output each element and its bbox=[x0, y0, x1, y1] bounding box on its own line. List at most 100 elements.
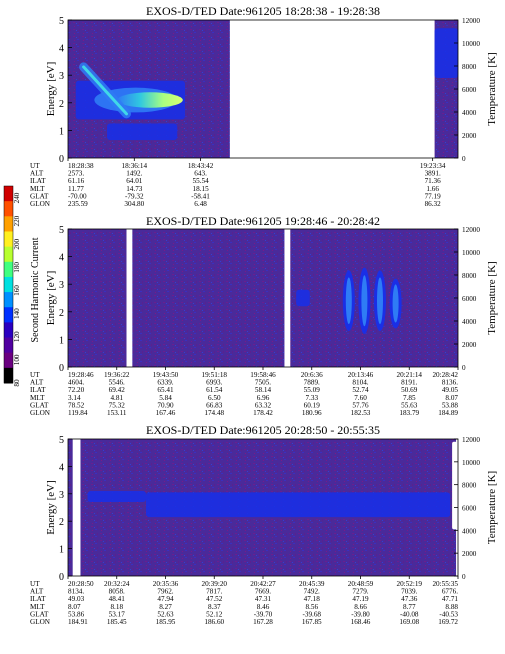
table-cell: 6993. bbox=[206, 379, 222, 387]
y-tick-label: 4 bbox=[59, 44, 64, 55]
table-cell: 184.91 bbox=[68, 618, 88, 626]
table-cell: 58.14 bbox=[255, 386, 272, 394]
y-tick-label: 2 bbox=[59, 517, 64, 528]
table-cell: 71.36 bbox=[425, 177, 442, 185]
colorbar-tick-label: 140 bbox=[13, 308, 21, 319]
table-cell: 53.86 bbox=[68, 610, 85, 618]
table-cell: 47.94 bbox=[157, 595, 174, 603]
colorbar: 240 220 200 180 160 140 120 100 80 Second Harmoni… bbox=[3, 185, 41, 387]
colorbar-segment bbox=[4, 292, 13, 308]
table-cell: 182.53 bbox=[351, 409, 371, 417]
table-cell: 19:58:46 bbox=[250, 371, 276, 379]
colorbar-segment bbox=[4, 261, 13, 278]
table-cell: -58.41 bbox=[191, 192, 210, 200]
table-row-label: ALT bbox=[30, 170, 44, 178]
table-cell: 7279. bbox=[352, 588, 368, 596]
panel-title: EXOS-D/TED Date:961205 20:28:50 - 20:55:… bbox=[146, 423, 380, 437]
colorbar-segment bbox=[4, 307, 13, 323]
table-cell: 53.17 bbox=[109, 610, 126, 618]
table-cell: 20:6:36 bbox=[301, 371, 323, 379]
table-cell: 6776. bbox=[442, 588, 458, 596]
y2-tick-label: 0 bbox=[462, 155, 466, 163]
table-cell: 60.19 bbox=[304, 401, 321, 409]
data-layer bbox=[68, 20, 458, 158]
y-tick-label: 3 bbox=[59, 490, 64, 501]
table-row-label: GLAT bbox=[30, 401, 49, 409]
table-cell: 8136. bbox=[442, 379, 458, 387]
table-cell: 18.15 bbox=[193, 185, 210, 193]
enhancement-band bbox=[296, 289, 310, 307]
y2-tick-label: 8000 bbox=[462, 63, 477, 71]
y2-tick-label: 8000 bbox=[462, 482, 477, 490]
table-cell: 20:21:14 bbox=[396, 371, 422, 379]
y2-tick-label: 12000 bbox=[462, 226, 480, 234]
colorbar-tick-label: 180 bbox=[13, 262, 21, 273]
y-tick-label: 0 bbox=[59, 363, 64, 374]
table-cell: 167.28 bbox=[253, 618, 273, 626]
y2-tick-label: 10000 bbox=[462, 459, 480, 467]
table-row-label: UT bbox=[30, 371, 40, 379]
table-cell: 3891. bbox=[425, 170, 441, 178]
table-cell: 185.95 bbox=[156, 618, 176, 626]
table-cell: 52.12 bbox=[206, 610, 223, 618]
y-tick-label: 5 bbox=[59, 225, 64, 236]
y2-tick-label: 10000 bbox=[462, 40, 480, 48]
table-cell: 20:45:39 bbox=[299, 580, 325, 588]
colorbar-tick-label: 160 bbox=[13, 285, 21, 296]
table-cell: 7492. bbox=[304, 588, 320, 596]
table-cell: 57.76 bbox=[352, 401, 369, 409]
y2-axis-label: Temperature [K] bbox=[486, 261, 498, 334]
colorbar-frame bbox=[3, 185, 14, 384]
table-cell: 7962. bbox=[157, 588, 173, 596]
y2-tick-label: 6000 bbox=[462, 295, 477, 303]
colorbar-segment bbox=[4, 352, 13, 369]
table-cell: 8.46 bbox=[257, 603, 270, 611]
table-cell: 55.54 bbox=[193, 177, 210, 185]
y-axis-label: Energy [eV] bbox=[45, 62, 57, 116]
table-cell: 11.77 bbox=[68, 185, 84, 193]
y-tick-label: 0 bbox=[59, 572, 64, 583]
table-cell: 6.96 bbox=[257, 394, 270, 402]
y-tick-label: 5 bbox=[59, 16, 64, 27]
table-cell: 61.16 bbox=[68, 177, 85, 185]
data-span bbox=[68, 229, 127, 367]
y2-tick-label: 0 bbox=[462, 364, 466, 372]
table-cell: 6.50 bbox=[208, 394, 221, 402]
chart-panel-1: EXOS-D/TED Date:961205 18:28:38 - 19:28:… bbox=[30, 4, 498, 208]
table-row-label: ILAT bbox=[30, 595, 46, 603]
table-cell: 183.79 bbox=[399, 409, 419, 417]
y-axis-label: Energy [eV] bbox=[45, 480, 57, 534]
table-row-label: GLAT bbox=[30, 192, 49, 200]
table-cell: 5546. bbox=[109, 379, 125, 387]
enhancement-band bbox=[434, 28, 458, 78]
chart-panel-3: EXOS-D/TED Date:961205 20:28:50 - 20:55:… bbox=[30, 423, 498, 626]
table-cell: 14.73 bbox=[126, 185, 143, 193]
spike-core bbox=[377, 277, 383, 325]
y2-tick-label: 2000 bbox=[462, 550, 477, 558]
table-cell: -39.80 bbox=[351, 610, 370, 618]
y2-tick-label: 6000 bbox=[462, 86, 477, 94]
table-row-label: GLON bbox=[30, 618, 51, 626]
table-cell: 63.32 bbox=[255, 401, 272, 409]
table-cell: 8.37 bbox=[208, 603, 221, 611]
spike-core bbox=[361, 275, 368, 327]
table-row-label: GLAT bbox=[30, 610, 49, 618]
enhancement-band bbox=[107, 123, 178, 141]
table-cell: 184.89 bbox=[438, 409, 458, 417]
table-cell: 20:28:42 bbox=[432, 371, 458, 379]
table-cell: 8.56 bbox=[305, 603, 318, 611]
y2-axis-label: Temperature [K] bbox=[486, 52, 498, 125]
table-cell: 20:42:27 bbox=[250, 580, 276, 588]
table-cell: 235.59 bbox=[68, 200, 88, 208]
table-cell: 65.41 bbox=[157, 386, 174, 394]
table-cell: 6339. bbox=[157, 379, 173, 387]
y-tick-label: 5 bbox=[59, 435, 64, 446]
table-cell: 8104. bbox=[352, 379, 368, 387]
chart-panel-2: EXOS-D/TED Date:961205 19:28:46 - 20:28:… bbox=[30, 214, 498, 417]
colorbar-segment bbox=[4, 246, 13, 263]
table-cell: 8.66 bbox=[354, 603, 367, 611]
table-row-label: GLON bbox=[30, 409, 51, 417]
colorbar-segment bbox=[4, 276, 13, 293]
colorbar-tick-label: 80 bbox=[13, 379, 21, 387]
